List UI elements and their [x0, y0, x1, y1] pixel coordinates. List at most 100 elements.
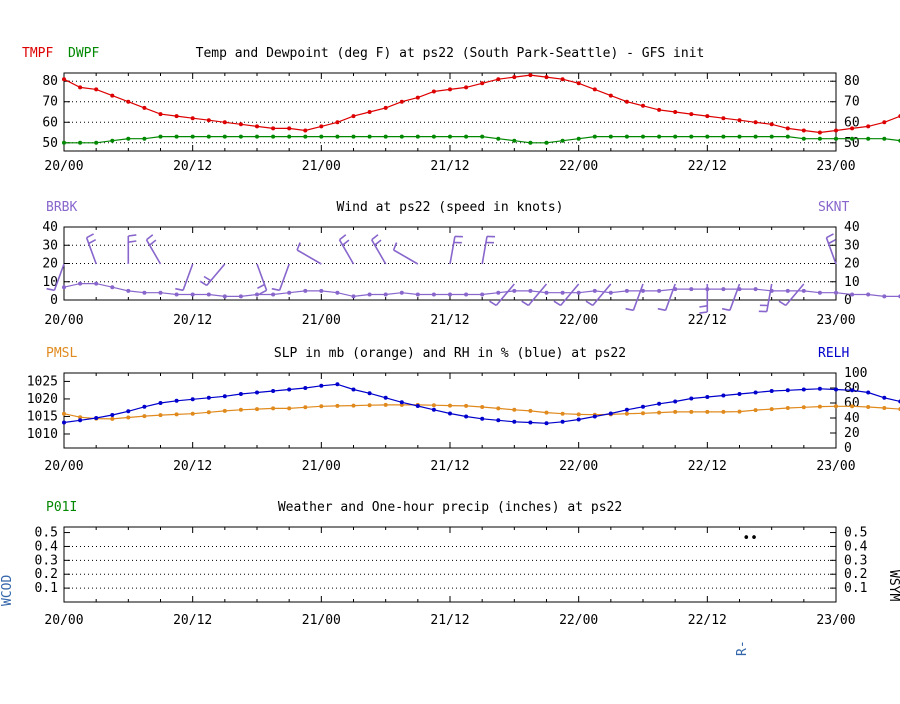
x-tick-label: 20/12 — [173, 459, 212, 474]
tmpf-point — [94, 87, 98, 91]
tmpf-point — [609, 94, 613, 98]
wind-barb-staff — [297, 250, 321, 264]
wind-barb-feather — [586, 301, 593, 305]
x-tick-label: 21/00 — [302, 459, 341, 474]
relh-point — [721, 394, 725, 398]
relh-point — [834, 388, 838, 392]
wind-barb-feather — [779, 301, 786, 305]
sknt-point — [641, 289, 645, 293]
pmsl-point — [303, 405, 307, 409]
dwpf-point — [416, 135, 420, 139]
dwpf-point — [593, 135, 597, 139]
tmpf-point — [271, 126, 275, 130]
pmsl-point — [705, 410, 709, 414]
y-tick-label-left: 80 — [42, 74, 58, 89]
tmpf-point — [818, 131, 822, 135]
relh-point — [175, 399, 179, 403]
y-tick-label-right: 0.5 — [844, 526, 867, 541]
sknt-point — [303, 289, 307, 293]
wcod-label: WCOD — [0, 575, 15, 606]
tmpf-point — [657, 108, 661, 112]
wind-barb-staff — [593, 284, 611, 305]
dwpf-point — [303, 135, 307, 139]
relh-point — [432, 408, 436, 412]
relh-point — [319, 384, 323, 388]
pmsl-point — [480, 405, 484, 409]
tmpf-point — [673, 110, 677, 114]
sknt-point — [593, 289, 597, 293]
dwpf-point — [657, 135, 661, 139]
dwpf-point — [738, 135, 742, 139]
wind-panel-title: Wind at ps22 (speed in knots) — [337, 200, 564, 215]
y-tick-label-right: 20 — [844, 257, 860, 272]
pmsl-point — [850, 404, 854, 408]
p01i-label: P01I — [46, 500, 77, 515]
tmpf-point — [400, 100, 404, 104]
temp-plot-frame — [64, 73, 836, 151]
y-tick-label-left: 60 — [42, 115, 58, 130]
sknt-point — [368, 293, 372, 297]
dwpf-point — [319, 135, 323, 139]
y-tick-label-left: 30 — [42, 238, 58, 253]
dwpf-label: DWPF — [68, 46, 99, 61]
dwpf-point — [432, 135, 436, 139]
pmsl-point — [191, 412, 195, 416]
y-tick-label-right: 40 — [844, 411, 860, 426]
pmsl-point — [721, 410, 725, 414]
sknt-point — [126, 289, 130, 293]
tmpf-point — [641, 104, 645, 108]
sknt-point — [352, 294, 356, 298]
relh-point — [850, 388, 854, 392]
tmpf-point — [754, 120, 758, 124]
wind-barb-staff — [394, 250, 418, 264]
sknt-point — [191, 293, 195, 297]
y-tick-label-right: 40 — [844, 220, 860, 235]
wind-barb-feather — [150, 240, 156, 245]
x-tick-label: 22/12 — [688, 459, 727, 474]
dwpf-point — [496, 137, 500, 141]
dwpf-point — [754, 135, 758, 139]
wind-barb-feather — [626, 309, 634, 311]
x-tick-label: 23/00 — [816, 159, 855, 174]
wind-barb-feather — [722, 309, 730, 311]
wind-barb-feather — [260, 290, 267, 294]
y-tick-label-right: 0 — [844, 441, 852, 456]
dwpf-point — [142, 137, 146, 141]
sknt-point — [175, 293, 179, 297]
x-tick-label: 23/00 — [816, 613, 855, 628]
relh-point — [126, 409, 130, 413]
dwpf-point — [818, 137, 822, 141]
x-tick-label: 21/12 — [430, 159, 469, 174]
x-tick-label: 22/00 — [559, 313, 598, 328]
tmpf-point — [110, 94, 114, 98]
pmsl-point — [287, 406, 291, 410]
relh-point — [818, 387, 822, 391]
tmpf-point — [287, 126, 291, 130]
y-tick-label-right: 10 — [844, 275, 860, 290]
dwpf-point — [175, 135, 179, 139]
relh-point — [866, 391, 870, 395]
tmpf-point — [834, 129, 838, 133]
tmpf-point — [577, 81, 581, 85]
relh-point — [335, 382, 339, 386]
pmsl-label: PMSL — [46, 346, 77, 361]
dwpf-point — [850, 137, 854, 141]
tmpf-point — [528, 73, 532, 77]
sknt-point — [561, 291, 565, 295]
dwpf-point — [400, 135, 404, 139]
tmpf-point — [593, 87, 597, 91]
dwpf-point — [352, 135, 356, 139]
pmsl-point — [159, 413, 163, 417]
relh-point — [191, 397, 195, 401]
pmsl-point — [271, 406, 275, 410]
sknt-point — [319, 289, 323, 293]
y-tick-label-left: 70 — [42, 95, 58, 110]
pmsl-point — [207, 410, 211, 414]
dwpf-point — [866, 137, 870, 141]
wind-barb-staff — [372, 240, 386, 264]
y-tick-label-right: 30 — [844, 238, 860, 253]
wind-barb-feather — [147, 235, 153, 240]
tmpf-point — [78, 85, 82, 89]
wind-barb-feather — [340, 235, 346, 240]
